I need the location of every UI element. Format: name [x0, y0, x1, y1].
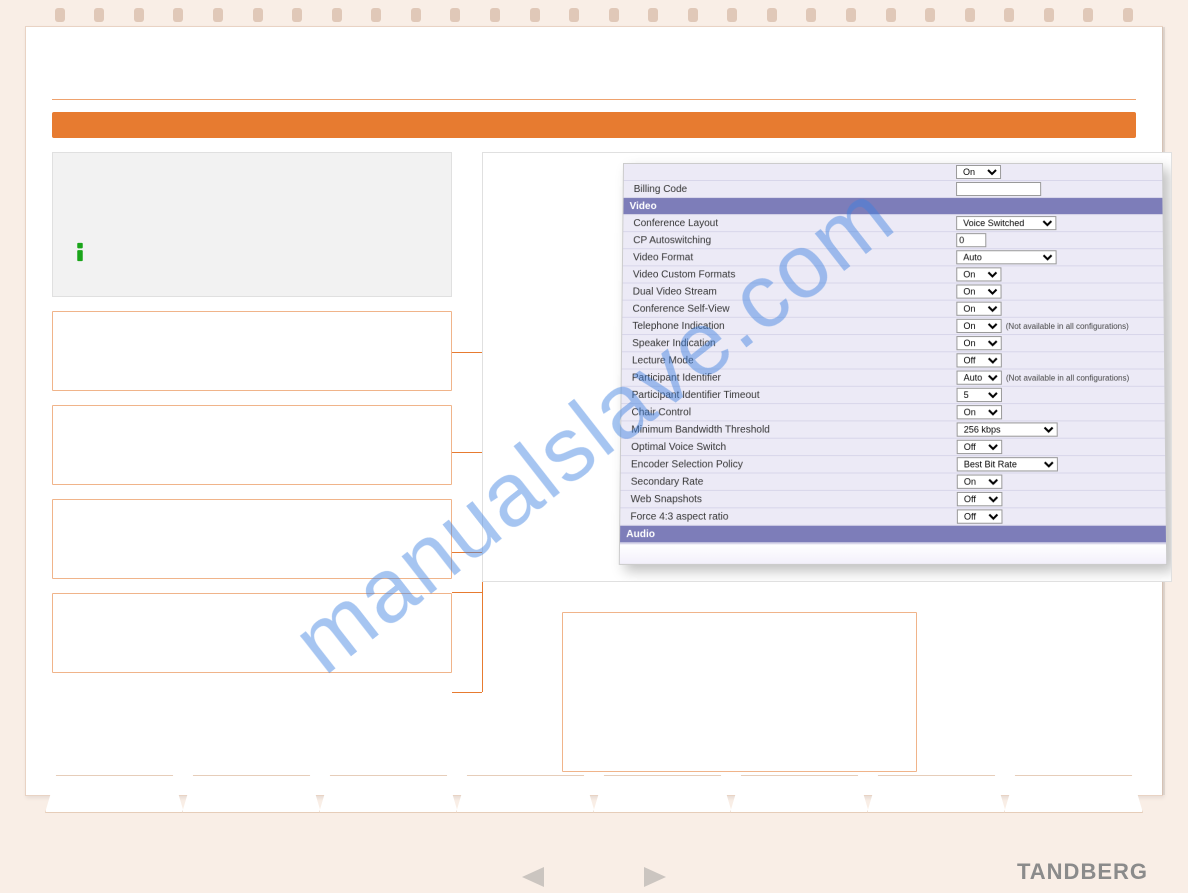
settings-row: Speaker IndicationOn: [622, 335, 1164, 352]
setting-select[interactable]: Off: [956, 353, 1001, 367]
page-nav: [0, 867, 1188, 887]
settings-row: Participant Identifier Timeout5: [621, 387, 1164, 404]
setting-select[interactable]: Off: [957, 492, 1003, 506]
setting-note: (Not available in all configurations): [1006, 373, 1129, 382]
settings-row: Web SnapshotsOff: [620, 491, 1165, 508]
settings-row: Dual Video StreamOn: [623, 283, 1164, 300]
settings-row: Minimum Bandwidth Threshold256 kbps: [621, 421, 1165, 438]
setting-label: Secondary Rate: [631, 476, 957, 487]
settings-row: Encoder Selection PolicyBest Bit Rate: [621, 456, 1165, 473]
setting-select[interactable]: Off: [957, 509, 1003, 523]
setting-input[interactable]: [956, 233, 986, 247]
info-icon: [69, 241, 91, 263]
section-heading-bar: [52, 112, 1136, 138]
settings-row: CP Autoswitching: [623, 232, 1163, 249]
settings-row: Participant IdentifierAuto (Not available…: [622, 370, 1165, 387]
setting-label: Telephone Indication: [632, 320, 956, 331]
setting-label: CP Autoswitching: [633, 235, 956, 246]
setting-label: Speaker Indication: [632, 338, 956, 349]
settings-row: Secondary RateOn: [621, 474, 1166, 491]
setting-select[interactable]: Best Bit Rate: [957, 457, 1058, 471]
setting-label: Lecture Mode: [632, 355, 957, 366]
setting-select[interactable]: On: [956, 319, 1001, 333]
setting-input[interactable]: [956, 182, 1041, 196]
tab[interactable]: [319, 775, 458, 813]
setting-select[interactable]: 256 kbps: [957, 422, 1058, 436]
setting-label: Billing Code: [634, 184, 956, 195]
settings-row: Conference Self-ViewOn: [622, 301, 1163, 318]
tab[interactable]: [1004, 775, 1143, 813]
callout-box: [52, 311, 452, 391]
setting-note: (Not available in all configurations): [1006, 321, 1129, 330]
setting-label: Conference Layout: [633, 218, 956, 229]
brand-logo: TANDBERG: [1017, 859, 1148, 885]
setting-label: Optimal Voice Switch: [631, 441, 957, 452]
setting-label: Force 4:3 aspect ratio: [630, 511, 956, 522]
left-column: [52, 152, 452, 673]
setting-select[interactable]: On: [956, 336, 1001, 350]
settings-row: Telephone IndicationOn (Not available in …: [622, 318, 1164, 335]
settings-row: On: [624, 164, 1162, 181]
settings-section-header: Audio: [620, 526, 1166, 543]
settings-row: Conference LayoutVoice Switched: [623, 215, 1162, 232]
setting-select[interactable]: 5: [957, 388, 1002, 402]
setting-select[interactable]: Auto: [956, 250, 1056, 264]
spiral-binding: [0, 0, 1188, 26]
tab[interactable]: [182, 775, 321, 813]
settings-row: Chair ControlOn: [621, 404, 1164, 421]
settings-section-header: Video: [623, 198, 1162, 215]
settings-row: Video Custom FormatsOn: [623, 266, 1164, 283]
tab[interactable]: [593, 775, 732, 813]
bottom-tabs: [46, 775, 1142, 813]
setting-label: Video: [630, 201, 1157, 212]
tab[interactable]: [456, 775, 595, 813]
settings-row: Optimal Voice SwitchOff: [621, 439, 1165, 456]
divider: [52, 99, 1136, 100]
setting-select[interactable]: On: [956, 267, 1001, 281]
tab[interactable]: [867, 775, 1006, 813]
next-page-arrow[interactable]: [644, 867, 666, 887]
setting-select[interactable]: On: [957, 405, 1002, 419]
setting-label: Video Format: [633, 252, 956, 263]
settings-row: Lecture ModeOff: [622, 352, 1164, 369]
setting-label: Minimum Bandwidth Threshold: [631, 424, 956, 435]
settings-row: Force 4:3 aspect ratioOff: [620, 508, 1166, 525]
setting-select[interactable]: On: [957, 475, 1003, 489]
setting-label: Audio: [626, 528, 1160, 539]
setting-label: Conference Self-View: [632, 303, 956, 314]
settings-row: Video FormatAuto: [623, 249, 1163, 266]
setting-label: Web Snapshots: [631, 493, 957, 504]
setting-select[interactable]: Voice Switched: [956, 216, 1056, 230]
setting-select[interactable]: On: [956, 284, 1001, 298]
settings-row: Billing Code: [624, 181, 1163, 198]
callout-box: [52, 593, 452, 673]
document-page: OnBilling CodeVideoConference LayoutVoic…: [25, 26, 1163, 796]
setting-label: Chair Control: [631, 407, 956, 418]
setting-label: Video Custom Formats: [633, 269, 956, 280]
setting-select[interactable]: Off: [957, 440, 1003, 454]
setting-select[interactable]: Auto: [957, 371, 1002, 385]
setting-select[interactable]: On: [956, 302, 1001, 316]
setting-select[interactable]: On: [956, 165, 1001, 179]
setting-label: Encoder Selection Policy: [631, 459, 957, 470]
tab[interactable]: [730, 775, 869, 813]
prev-page-arrow[interactable]: [522, 867, 544, 887]
info-box: [52, 152, 452, 297]
setting-label: Participant Identifier Timeout: [632, 389, 957, 400]
tab[interactable]: [45, 775, 184, 813]
settings-screenshot: OnBilling CodeVideoConference LayoutVoic…: [482, 152, 1172, 582]
setting-label: Participant Identifier: [632, 372, 957, 383]
callout-box: [562, 612, 917, 772]
callout-box: [52, 499, 452, 579]
callout-box: [52, 405, 452, 485]
setting-label: Dual Video Stream: [633, 286, 957, 297]
